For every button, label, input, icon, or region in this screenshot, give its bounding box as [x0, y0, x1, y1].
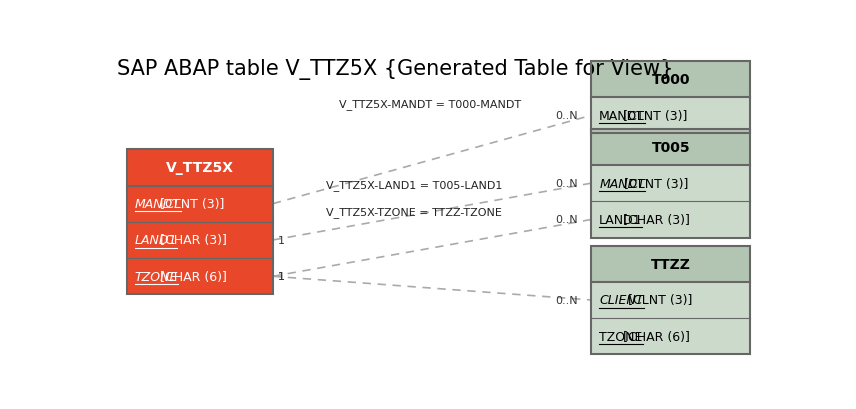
Text: MANDT [CLNT (3)]: MANDT [CLNT (3)] — [135, 198, 249, 211]
Text: [CHAR (6)]: [CHAR (6)] — [156, 270, 227, 283]
FancyBboxPatch shape — [127, 222, 273, 258]
FancyBboxPatch shape — [127, 186, 273, 222]
Text: [CHAR (3)]: [CHAR (3)] — [156, 234, 227, 247]
Text: T000: T000 — [651, 73, 690, 87]
Text: [CLNT (3)]: [CLNT (3)] — [156, 198, 224, 211]
Text: LAND1: LAND1 — [599, 213, 642, 227]
FancyBboxPatch shape — [591, 98, 751, 134]
Text: 0..N: 0..N — [555, 215, 578, 225]
Text: V_TTZ5X-LAND1 = T005-LAND1: V_TTZ5X-LAND1 = T005-LAND1 — [326, 180, 502, 191]
Text: TZONE [CHAR (6)]: TZONE [CHAR (6)] — [135, 270, 249, 283]
Text: V_TTZ5X-MANDT = T000-MANDT: V_TTZ5X-MANDT = T000-MANDT — [339, 99, 521, 110]
Text: TTZZ: TTZZ — [651, 257, 691, 271]
Text: LAND1: LAND1 — [135, 234, 177, 247]
Text: 1: 1 — [278, 272, 285, 282]
Text: SAP ABAP table V_TTZ5X {Generated Table for View}: SAP ABAP table V_TTZ5X {Generated Table … — [117, 58, 674, 79]
FancyBboxPatch shape — [591, 166, 751, 202]
Text: TZONE: TZONE — [599, 330, 643, 343]
FancyBboxPatch shape — [591, 129, 751, 166]
Text: T005: T005 — [651, 141, 690, 155]
Text: 0..N: 0..N — [555, 111, 578, 121]
FancyBboxPatch shape — [591, 62, 751, 98]
Text: 1: 1 — [278, 272, 285, 282]
FancyBboxPatch shape — [127, 258, 273, 295]
FancyBboxPatch shape — [591, 282, 751, 318]
Text: CLIENT: CLIENT — [599, 294, 644, 307]
Text: LAND1 [CHAR (3)]: LAND1 [CHAR (3)] — [135, 234, 248, 247]
Text: MANDT: MANDT — [599, 177, 645, 190]
FancyBboxPatch shape — [591, 318, 751, 355]
Text: LAND1 [CHAR (3)]: LAND1 [CHAR (3)] — [599, 213, 713, 227]
Text: V_TTZ5X: V_TTZ5X — [166, 161, 234, 175]
Text: TZONE [CHAR (6)]: TZONE [CHAR (6)] — [599, 330, 714, 343]
Text: 0..N: 0..N — [555, 295, 578, 305]
Text: MANDT: MANDT — [135, 198, 181, 211]
Text: [CHAR (6)]: [CHAR (6)] — [620, 330, 690, 343]
Text: MANDT: MANDT — [599, 110, 645, 122]
Text: [CLNT (3)]: [CLNT (3)] — [624, 294, 693, 307]
Text: V_TTZ5X-TZONE = TTZZ-TZONE: V_TTZ5X-TZONE = TTZZ-TZONE — [326, 207, 502, 217]
Text: [CLNT (3)]: [CLNT (3)] — [621, 177, 689, 190]
FancyBboxPatch shape — [591, 246, 751, 282]
Text: TZONE: TZONE — [135, 270, 178, 283]
Text: CLIENT [CLNT (3)]: CLIENT [CLNT (3)] — [599, 294, 712, 307]
FancyBboxPatch shape — [591, 202, 751, 238]
Text: [CHAR (3)]: [CHAR (3)] — [620, 213, 690, 227]
Text: MANDT [CLNT (3)]: MANDT [CLNT (3)] — [599, 110, 714, 122]
Text: 0..N: 0..N — [555, 179, 578, 189]
Text: MANDT [CLNT (3)]: MANDT [CLNT (3)] — [599, 177, 714, 190]
Text: [CLNT (3)]: [CLNT (3)] — [620, 110, 688, 122]
FancyBboxPatch shape — [127, 150, 273, 186]
Text: 1: 1 — [278, 236, 285, 245]
